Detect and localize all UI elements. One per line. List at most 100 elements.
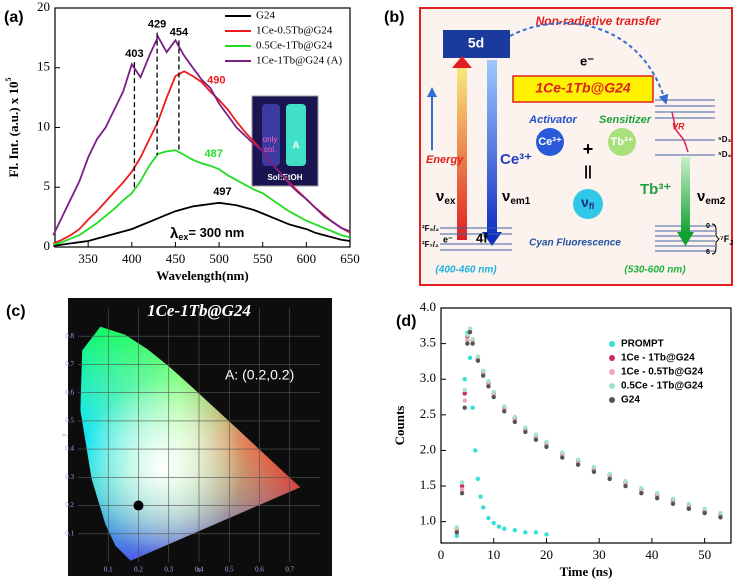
data-point	[473, 448, 478, 453]
emission-arrow	[487, 60, 497, 236]
x-tick-label: 400	[122, 251, 142, 266]
data-point	[467, 330, 473, 335]
data-point	[702, 510, 707, 516]
data-point	[502, 526, 507, 531]
subscript: J	[729, 240, 733, 247]
symbol: ν	[502, 188, 510, 205]
emission-arrow	[681, 157, 690, 235]
data-point	[591, 469, 597, 474]
data-point	[533, 530, 539, 535]
y-tick-label: 15	[37, 59, 50, 74]
data-point	[670, 496, 676, 502]
data-point	[523, 530, 528, 535]
legend-label: 0.5Ce - 1Tb@G24	[621, 381, 703, 392]
subscript: fl	[589, 201, 595, 211]
point-label: A: (0.2,0.2)	[225, 367, 294, 383]
data-point	[544, 439, 549, 445]
transfer-arrow	[509, 22, 669, 105]
data-point	[686, 506, 692, 512]
data-point	[623, 478, 628, 484]
data-point	[480, 373, 486, 378]
v-ex: νex	[436, 188, 456, 207]
data-point	[486, 515, 491, 521]
data-point	[623, 483, 628, 489]
subscript: em1	[510, 196, 530, 207]
data-point	[465, 337, 470, 343]
arrow-head	[452, 56, 472, 68]
y-tick-label: 0.7	[65, 360, 74, 368]
y-tick-label: 10	[37, 118, 50, 133]
x-tick-label: 0.1	[104, 566, 113, 574]
electron-label: e⁻	[580, 53, 594, 68]
vr-label: VR	[672, 121, 685, 131]
data-point	[654, 495, 660, 501]
chart-title: 1Ce-1Tb@G24	[147, 301, 251, 320]
symbol: ν	[581, 194, 589, 210]
brace	[711, 223, 720, 255]
legend-swatch	[609, 369, 615, 375]
data-point	[475, 358, 481, 363]
y-tick-label: 0	[44, 238, 51, 253]
legend-swatch	[609, 341, 615, 347]
subscript: em2	[705, 196, 725, 207]
legend-label: 1Ce-1Tb@G24 (A)	[256, 55, 343, 67]
x-tick-label: 20	[540, 547, 553, 562]
range-label: (400-460 nm)	[435, 265, 497, 276]
v-em2: νem2	[697, 188, 726, 207]
x-tick-label: 0.3	[164, 566, 173, 574]
x-tick-label: 0.2	[134, 566, 143, 574]
panel-label: (c)	[6, 303, 26, 320]
data-point	[459, 480, 465, 485]
x-tick-label: 450	[166, 251, 186, 266]
y-tick-label: 4.0	[420, 299, 436, 314]
data-point	[533, 432, 539, 437]
tb-circle	[608, 128, 636, 156]
x-tick-label: 0	[438, 547, 445, 562]
vial	[286, 104, 306, 166]
data-point	[575, 457, 581, 462]
level-label: ²F₅/₂	[422, 224, 439, 233]
y-tick-label: 20	[37, 0, 50, 14]
legend-label: G24	[256, 10, 275, 22]
x-tick-label: 350	[78, 251, 98, 266]
equals: ||	[584, 163, 592, 179]
level-label: ⁵D₃	[718, 135, 732, 144]
arrow-head	[677, 232, 694, 246]
data-point	[702, 506, 707, 512]
circle-label: Ce³⁺	[538, 136, 562, 148]
y-tick-label: 5	[44, 178, 51, 193]
y-tick-label: 0.2	[65, 501, 74, 509]
data-point	[480, 368, 486, 373]
x-axis-label: Wavelength(nm)	[156, 268, 248, 283]
peak-position-label: 454	[170, 26, 189, 38]
label-superscript: 5	[4, 77, 13, 81]
data-point	[459, 487, 465, 492]
data-point	[467, 355, 473, 361]
range-label: (530-600 nm)	[624, 265, 686, 276]
x-tick-label: 30	[593, 547, 606, 562]
data-point	[523, 429, 528, 435]
data-point	[575, 462, 581, 467]
x-tick-label: 600	[297, 251, 317, 266]
y-tick-label: 3.0	[420, 370, 436, 385]
data-point	[462, 398, 467, 403]
panel-label: (b)	[384, 9, 404, 26]
excitation-label: λex= 300 nm	[170, 225, 244, 242]
data-point	[462, 405, 467, 410]
peak-label: 490	[207, 75, 225, 87]
y-axis-label: Counts	[392, 406, 407, 446]
level-label: 0	[706, 223, 710, 230]
data-point	[478, 494, 483, 499]
level-label: ²F₇/₂	[422, 240, 439, 249]
data-point	[491, 389, 496, 395]
y-tick-label: 0.8	[65, 332, 74, 340]
transfer-label: Non-radiative transfer	[536, 14, 662, 28]
data-point	[502, 409, 507, 414]
legend-swatch	[609, 383, 615, 389]
data-point	[475, 476, 481, 482]
data-point	[607, 476, 612, 482]
subscript: ex	[178, 232, 188, 242]
ce-levels	[440, 227, 512, 251]
y-axis-label: y	[60, 433, 68, 437]
data-point	[502, 404, 507, 409]
